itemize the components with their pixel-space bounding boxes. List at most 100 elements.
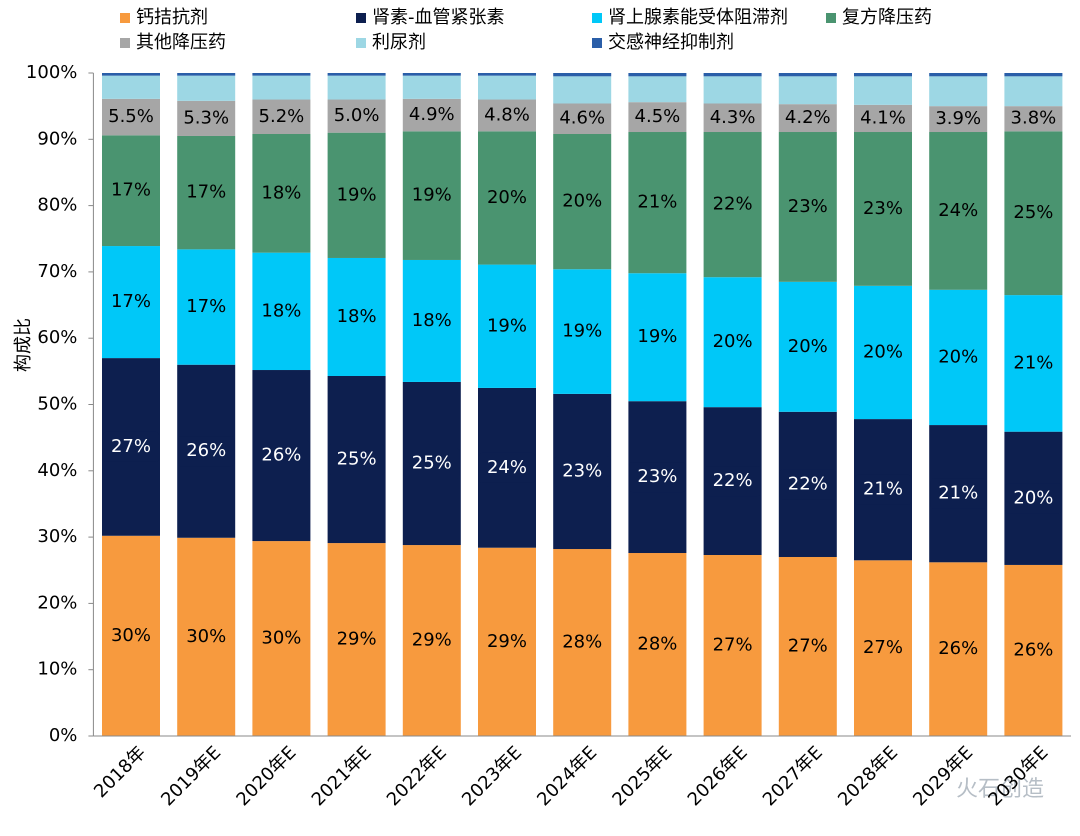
data-label: 17% xyxy=(111,180,151,201)
legend-swatch xyxy=(592,13,602,23)
data-label: 17% xyxy=(186,296,226,317)
data-label: 25% xyxy=(1013,202,1053,223)
bar-segment xyxy=(553,549,612,736)
data-label: 17% xyxy=(186,182,226,203)
label-box xyxy=(629,462,686,493)
data-label: 19% xyxy=(637,326,677,347)
bar-segment xyxy=(177,249,236,365)
bar-segment xyxy=(778,132,837,282)
bar-segment xyxy=(478,73,536,76)
x-tick-label: 2020年E xyxy=(232,742,300,810)
data-label: 27% xyxy=(788,635,828,656)
label-box xyxy=(178,436,235,467)
bar-segment xyxy=(778,556,837,736)
label-box xyxy=(855,474,911,505)
bar-segment xyxy=(628,273,687,402)
bar-segment xyxy=(252,75,311,100)
bar-segment xyxy=(854,104,912,133)
data-label: 19% xyxy=(337,184,377,205)
bar-segment xyxy=(327,99,386,133)
data-label: 17% xyxy=(111,291,151,312)
data-label: 20% xyxy=(788,336,828,357)
bar-segment xyxy=(628,553,687,736)
data-label: 4.6% xyxy=(559,108,605,129)
x-tick-label: 2025年E xyxy=(608,742,676,810)
y-axis-label: 构成比 xyxy=(13,318,34,372)
bar-segment xyxy=(252,73,311,76)
bar-segment xyxy=(102,535,160,736)
bar-segment xyxy=(553,269,612,394)
data-label: 4.1% xyxy=(860,107,906,128)
legend-swatch xyxy=(356,38,366,48)
bar-segment xyxy=(778,104,837,133)
data-label: 21% xyxy=(1013,352,1053,373)
bar-segment xyxy=(327,132,386,258)
data-label: 24% xyxy=(938,200,978,221)
data-label: 20% xyxy=(938,346,978,367)
bar-segment xyxy=(102,98,160,136)
data-label: 20% xyxy=(487,187,527,208)
data-label: 26% xyxy=(261,445,301,466)
y-tick-label: 100% xyxy=(26,62,77,83)
data-label: 29% xyxy=(412,630,452,651)
data-label: 20% xyxy=(863,341,903,362)
bar-segment xyxy=(854,73,912,77)
bar-segment xyxy=(478,75,536,100)
legend-label: 复方降压药 xyxy=(842,7,932,28)
bar-segment xyxy=(1004,76,1063,107)
bar-segment xyxy=(929,76,988,107)
data-label: 3.9% xyxy=(935,108,981,129)
data-label: 21% xyxy=(938,483,978,504)
bar-segment xyxy=(703,132,762,278)
bar-segment xyxy=(1004,73,1063,77)
bar-segment xyxy=(478,131,536,265)
label-box xyxy=(779,469,836,500)
bar-segment xyxy=(778,281,837,412)
data-label: 23% xyxy=(637,466,677,487)
bar-segment xyxy=(703,103,762,133)
data-label: 3.8% xyxy=(1011,108,1057,129)
bar-segment xyxy=(778,76,837,105)
label-box xyxy=(1005,483,1062,514)
y-tick-label: 70% xyxy=(37,261,77,282)
data-label: 23% xyxy=(562,460,602,481)
bar-segment xyxy=(177,73,236,76)
bar-segment xyxy=(929,562,988,736)
x-tick-label: 2021年E xyxy=(308,742,376,810)
bar-segment xyxy=(703,277,762,408)
data-label: 23% xyxy=(863,198,903,219)
data-label: 28% xyxy=(637,634,677,655)
label-box xyxy=(328,444,385,475)
legend-swatch xyxy=(120,13,130,23)
bar-segment xyxy=(553,76,612,104)
y-tick-label: 80% xyxy=(37,195,77,216)
legend-swatch xyxy=(592,38,602,48)
data-label: 29% xyxy=(487,631,527,652)
data-label: 27% xyxy=(863,637,903,658)
data-label: 19% xyxy=(487,315,527,336)
bar-segment xyxy=(553,103,612,134)
data-label: 4.3% xyxy=(710,107,756,128)
label-box xyxy=(403,448,460,479)
data-label: 26% xyxy=(938,638,978,659)
bar-segment xyxy=(478,547,536,736)
bar-segment xyxy=(402,545,461,736)
bar-segment xyxy=(854,285,912,420)
data-label: 25% xyxy=(337,449,377,470)
legend-label: 肾素-血管紧张素 xyxy=(372,7,505,28)
data-label: 5.2% xyxy=(259,106,305,127)
data-label: 4.8% xyxy=(484,104,530,125)
bar-segment xyxy=(854,76,912,105)
bar-segment xyxy=(177,100,236,136)
bar-segment xyxy=(478,99,536,132)
bar-segment xyxy=(102,75,160,99)
x-tick-label: 2026年E xyxy=(684,742,752,810)
data-label: 26% xyxy=(1013,639,1053,660)
x-tick-label: 2018年 xyxy=(90,742,150,802)
x-tick-label: 2019年E xyxy=(157,742,225,810)
data-label: 18% xyxy=(261,182,301,203)
data-label: 19% xyxy=(412,185,452,206)
y-tick-label: 90% xyxy=(37,128,77,149)
legend-label: 肾上腺素能受体阻滞剂 xyxy=(608,7,788,28)
